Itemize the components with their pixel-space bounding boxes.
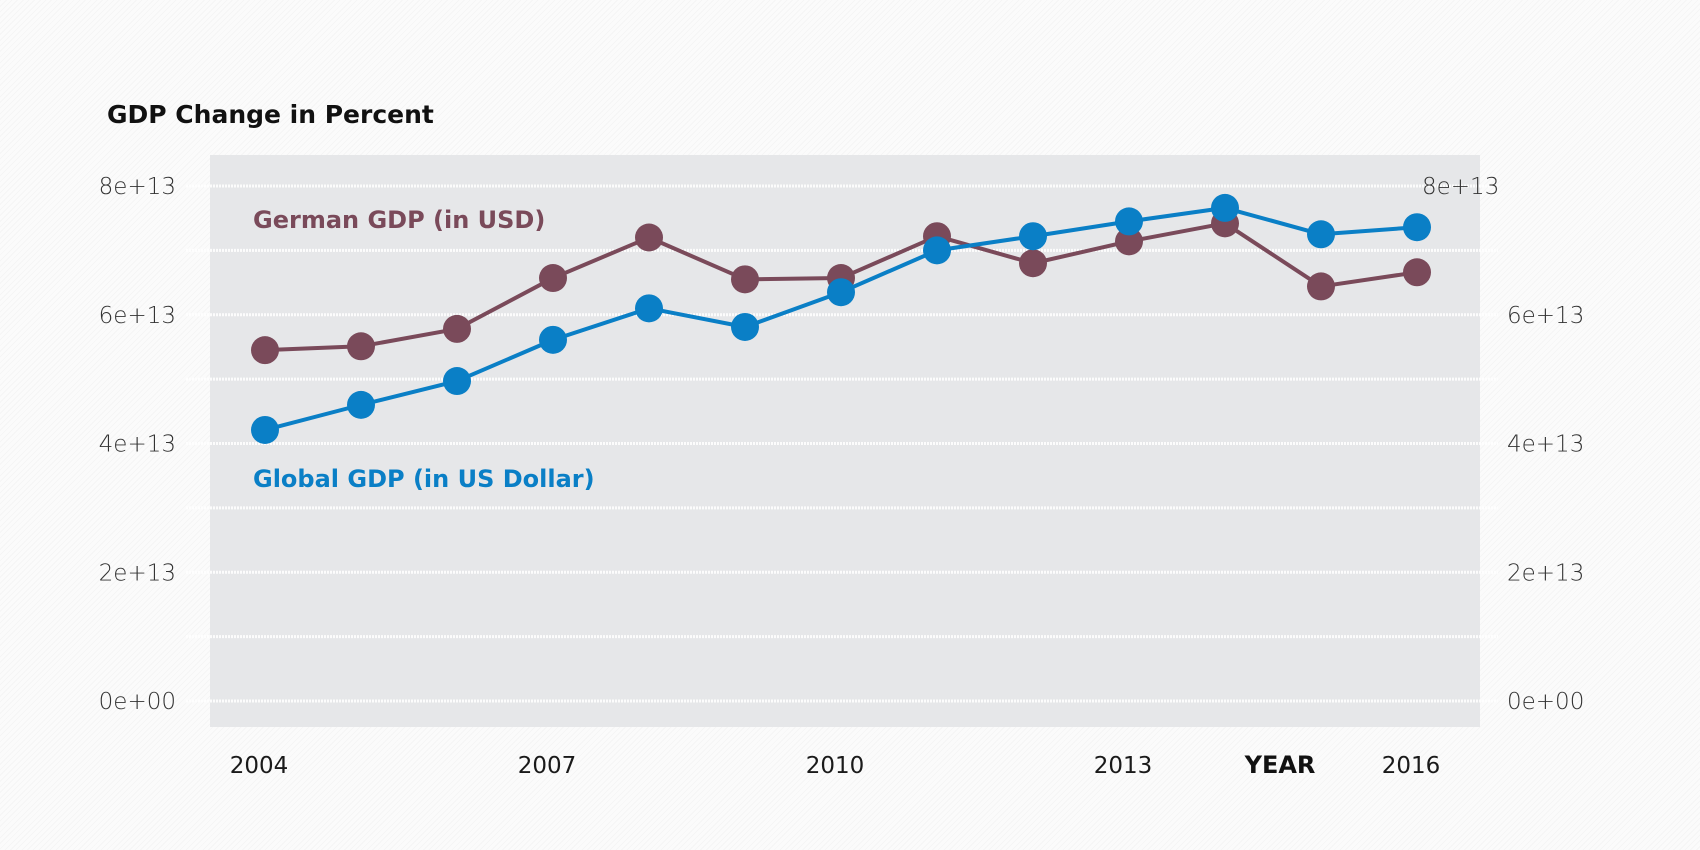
data-point-german-2008 [635,223,663,252]
data-point-german-2016 [1403,258,1431,287]
gridlines [186,184,1498,703]
plot-panel [210,155,1480,727]
series-group [251,193,1431,444]
y-axis-left: 0e+00 2e+13 4e+13 6e+13 8e+13 [99,174,176,715]
data-point-global-2013 [1115,207,1143,236]
data-point-global-2012 [1019,222,1047,251]
data-point-global-2004 [251,415,279,444]
x-tick-label: 2013 [1094,753,1153,779]
data-point-global-2005 [347,390,375,419]
data-point-german-2006 [443,314,471,343]
data-point-global-2006 [443,367,471,396]
data-point-global-2016 [1403,213,1431,242]
data-point-global-2010 [827,278,855,307]
data-point-global-2014 [1211,193,1239,222]
y-tick-label-right: 4e+13 [1507,432,1584,458]
series-label-german: German GDP (in USD) [253,206,545,234]
data-point-global-2009 [731,312,759,341]
data-point-global-2008 [635,294,663,323]
data-point-global-2015 [1307,220,1335,249]
x-tick-label: 2004 [230,753,289,779]
x-axis-label: YEAR [1244,751,1316,779]
x-axis: 2004 2007 2010 2013 2016 [230,753,1441,779]
x-tick-label: 2016 [1382,753,1441,779]
data-point-german-2013 [1115,227,1143,256]
y-tick-label-right: 0e+00 [1507,689,1584,715]
y-tick-label-left: 2e+13 [99,560,176,586]
data-point-german-2015 [1307,272,1335,301]
data-point-german-2007 [539,264,567,293]
y-tick-label-left: 6e+13 [99,303,176,329]
y-tick-label-right: 6e+13 [1507,303,1584,329]
y-tick-label-left: 8e+13 [99,174,176,200]
x-tick-label: 2010 [806,753,865,779]
y-axis-right: 0e+00 2e+13 4e+13 6e+13 8e+13 [1422,174,1584,715]
y-tick-label-left: 0e+00 [99,689,176,715]
data-point-german-2009 [731,265,759,294]
y-tick-label-right: 8e+13 [1422,174,1499,200]
data-point-global-2011 [923,236,951,265]
data-point-global-2007 [539,325,567,354]
data-point-german-2012 [1019,249,1047,278]
chart-title: GDP Change in Percent [107,100,434,129]
y-tick-label-right: 2e+13 [1507,560,1584,586]
y-tick-label-left: 4e+13 [99,432,176,458]
data-point-german-2004 [251,336,279,365]
x-tick-label: 2007 [518,753,577,779]
series-label-global: Global GDP (in US Dollar) [253,465,595,493]
data-point-german-2005 [347,332,375,361]
